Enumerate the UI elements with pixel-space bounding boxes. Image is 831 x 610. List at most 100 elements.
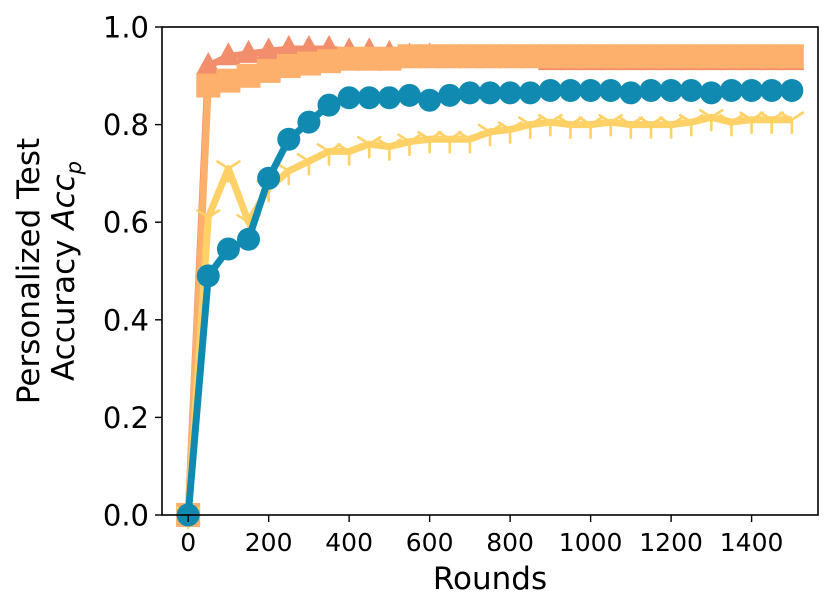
data-point-circle xyxy=(498,81,522,105)
x-tick-label: 1000 xyxy=(559,528,623,557)
y-tick-label: 0.4 xyxy=(103,303,149,337)
data-point-circle xyxy=(317,93,341,117)
data-point-circle xyxy=(579,78,603,102)
x-tick-label: 400 xyxy=(325,528,373,557)
data-point-square xyxy=(538,44,563,69)
x-tick-label: 1200 xyxy=(639,528,703,557)
data-point-circle xyxy=(398,83,422,107)
data-point-square xyxy=(578,44,603,69)
data-point-circle xyxy=(599,78,623,102)
data-point-tri xyxy=(517,116,543,139)
data-point-circle xyxy=(719,78,743,102)
data-point-square xyxy=(457,44,482,69)
data-point-circle xyxy=(679,78,703,102)
y-axis-label-line1: Personalized Test xyxy=(11,138,47,404)
data-point-triangle xyxy=(256,37,282,61)
data-point-square xyxy=(478,44,502,69)
data-point-square xyxy=(719,44,744,69)
data-point-square xyxy=(437,44,462,69)
data-point-square xyxy=(357,46,382,71)
data-point-circle xyxy=(558,78,582,102)
data-point-tri xyxy=(779,111,805,135)
data-point-circle xyxy=(478,81,502,105)
data-point-tri xyxy=(377,138,402,161)
data-point-square xyxy=(296,51,321,76)
data-point-square xyxy=(679,44,704,69)
data-point-square xyxy=(558,44,583,69)
data-point-tri xyxy=(719,113,744,137)
data-point-circle xyxy=(237,227,261,251)
data-point-square xyxy=(739,44,764,69)
data-point-triangle xyxy=(236,39,262,63)
x-tick-label: 200 xyxy=(245,528,293,557)
x-tick-label: 0 xyxy=(180,528,196,557)
data-point-square xyxy=(759,44,784,69)
plot-frame xyxy=(161,26,819,516)
y-tick-label: 0.6 xyxy=(103,206,149,240)
y-tick-label: 1.0 xyxy=(103,11,149,45)
data-point-tri xyxy=(497,121,523,144)
series-line-square xyxy=(184,52,792,516)
data-point-circle xyxy=(257,166,281,190)
data-point-circle xyxy=(216,237,240,261)
data-point-tri xyxy=(457,130,483,154)
series-triangle xyxy=(175,34,805,524)
series-line-circle xyxy=(184,86,792,516)
data-point-circle xyxy=(659,78,683,102)
data-point-circle xyxy=(699,81,723,105)
series-square xyxy=(176,44,804,527)
y-tick-label: 0.0 xyxy=(103,499,149,533)
data-point-circle xyxy=(518,81,542,105)
series-circle xyxy=(176,78,804,527)
x-axis-label: Rounds xyxy=(433,561,547,597)
data-point-tri xyxy=(336,143,362,166)
data-point-circle xyxy=(538,78,562,102)
y-axis-label-symbol: Acc xyxy=(46,174,82,231)
data-point-square xyxy=(196,73,221,98)
y-axis-label: Personalized Test Accuracy Accp xyxy=(11,138,86,404)
x-tick-label: 1400 xyxy=(720,528,784,557)
data-point-square xyxy=(518,44,543,69)
data-point-circle xyxy=(780,78,804,102)
plot-area xyxy=(175,34,805,530)
data-point-circle xyxy=(438,83,462,107)
data-point-square xyxy=(598,44,623,69)
data-point-square xyxy=(779,44,804,69)
data-point-tri xyxy=(699,108,724,132)
data-point-circle xyxy=(277,127,301,151)
data-point-circle xyxy=(196,264,220,288)
data-point-square xyxy=(276,54,301,79)
data-point-circle xyxy=(357,86,381,110)
data-point-square xyxy=(618,44,643,69)
data-point-square xyxy=(498,44,523,69)
axes: 0 200 400 600 800 1000 1200 1400 0.0 0.2 0.4 0.6 0.8… xyxy=(103,11,784,558)
data-point-square xyxy=(216,68,241,93)
data-point-tri xyxy=(216,160,241,183)
data-point-circle xyxy=(418,88,442,112)
data-point-triangle xyxy=(195,52,221,76)
data-point-tri xyxy=(658,116,684,139)
y-tick-label: 0.8 xyxy=(103,108,149,142)
data-point-square xyxy=(699,44,724,69)
x-tick-label: 800 xyxy=(486,528,534,557)
data-point-square xyxy=(659,44,684,69)
data-point-tri xyxy=(578,116,603,139)
data-point-circle xyxy=(639,78,663,102)
data-point-square xyxy=(397,44,422,69)
y-axis-label-line2: Accuracy Accp xyxy=(46,161,86,381)
data-point-tri xyxy=(276,162,302,186)
data-point-tri xyxy=(678,113,704,137)
y-axis-label-prefix: Accuracy xyxy=(46,230,82,381)
data-point-square xyxy=(377,46,402,71)
data-point-circle xyxy=(458,81,482,105)
data-point-triangle xyxy=(276,34,302,58)
y-tick-label: 0.2 xyxy=(103,401,149,435)
data-point-circle xyxy=(377,86,401,110)
data-point-square xyxy=(337,46,362,71)
data-point-circle xyxy=(740,78,764,102)
data-point-circle xyxy=(297,110,321,134)
data-point-tri xyxy=(296,152,322,176)
data-point-tri xyxy=(477,123,503,147)
data-point-square xyxy=(638,44,663,69)
